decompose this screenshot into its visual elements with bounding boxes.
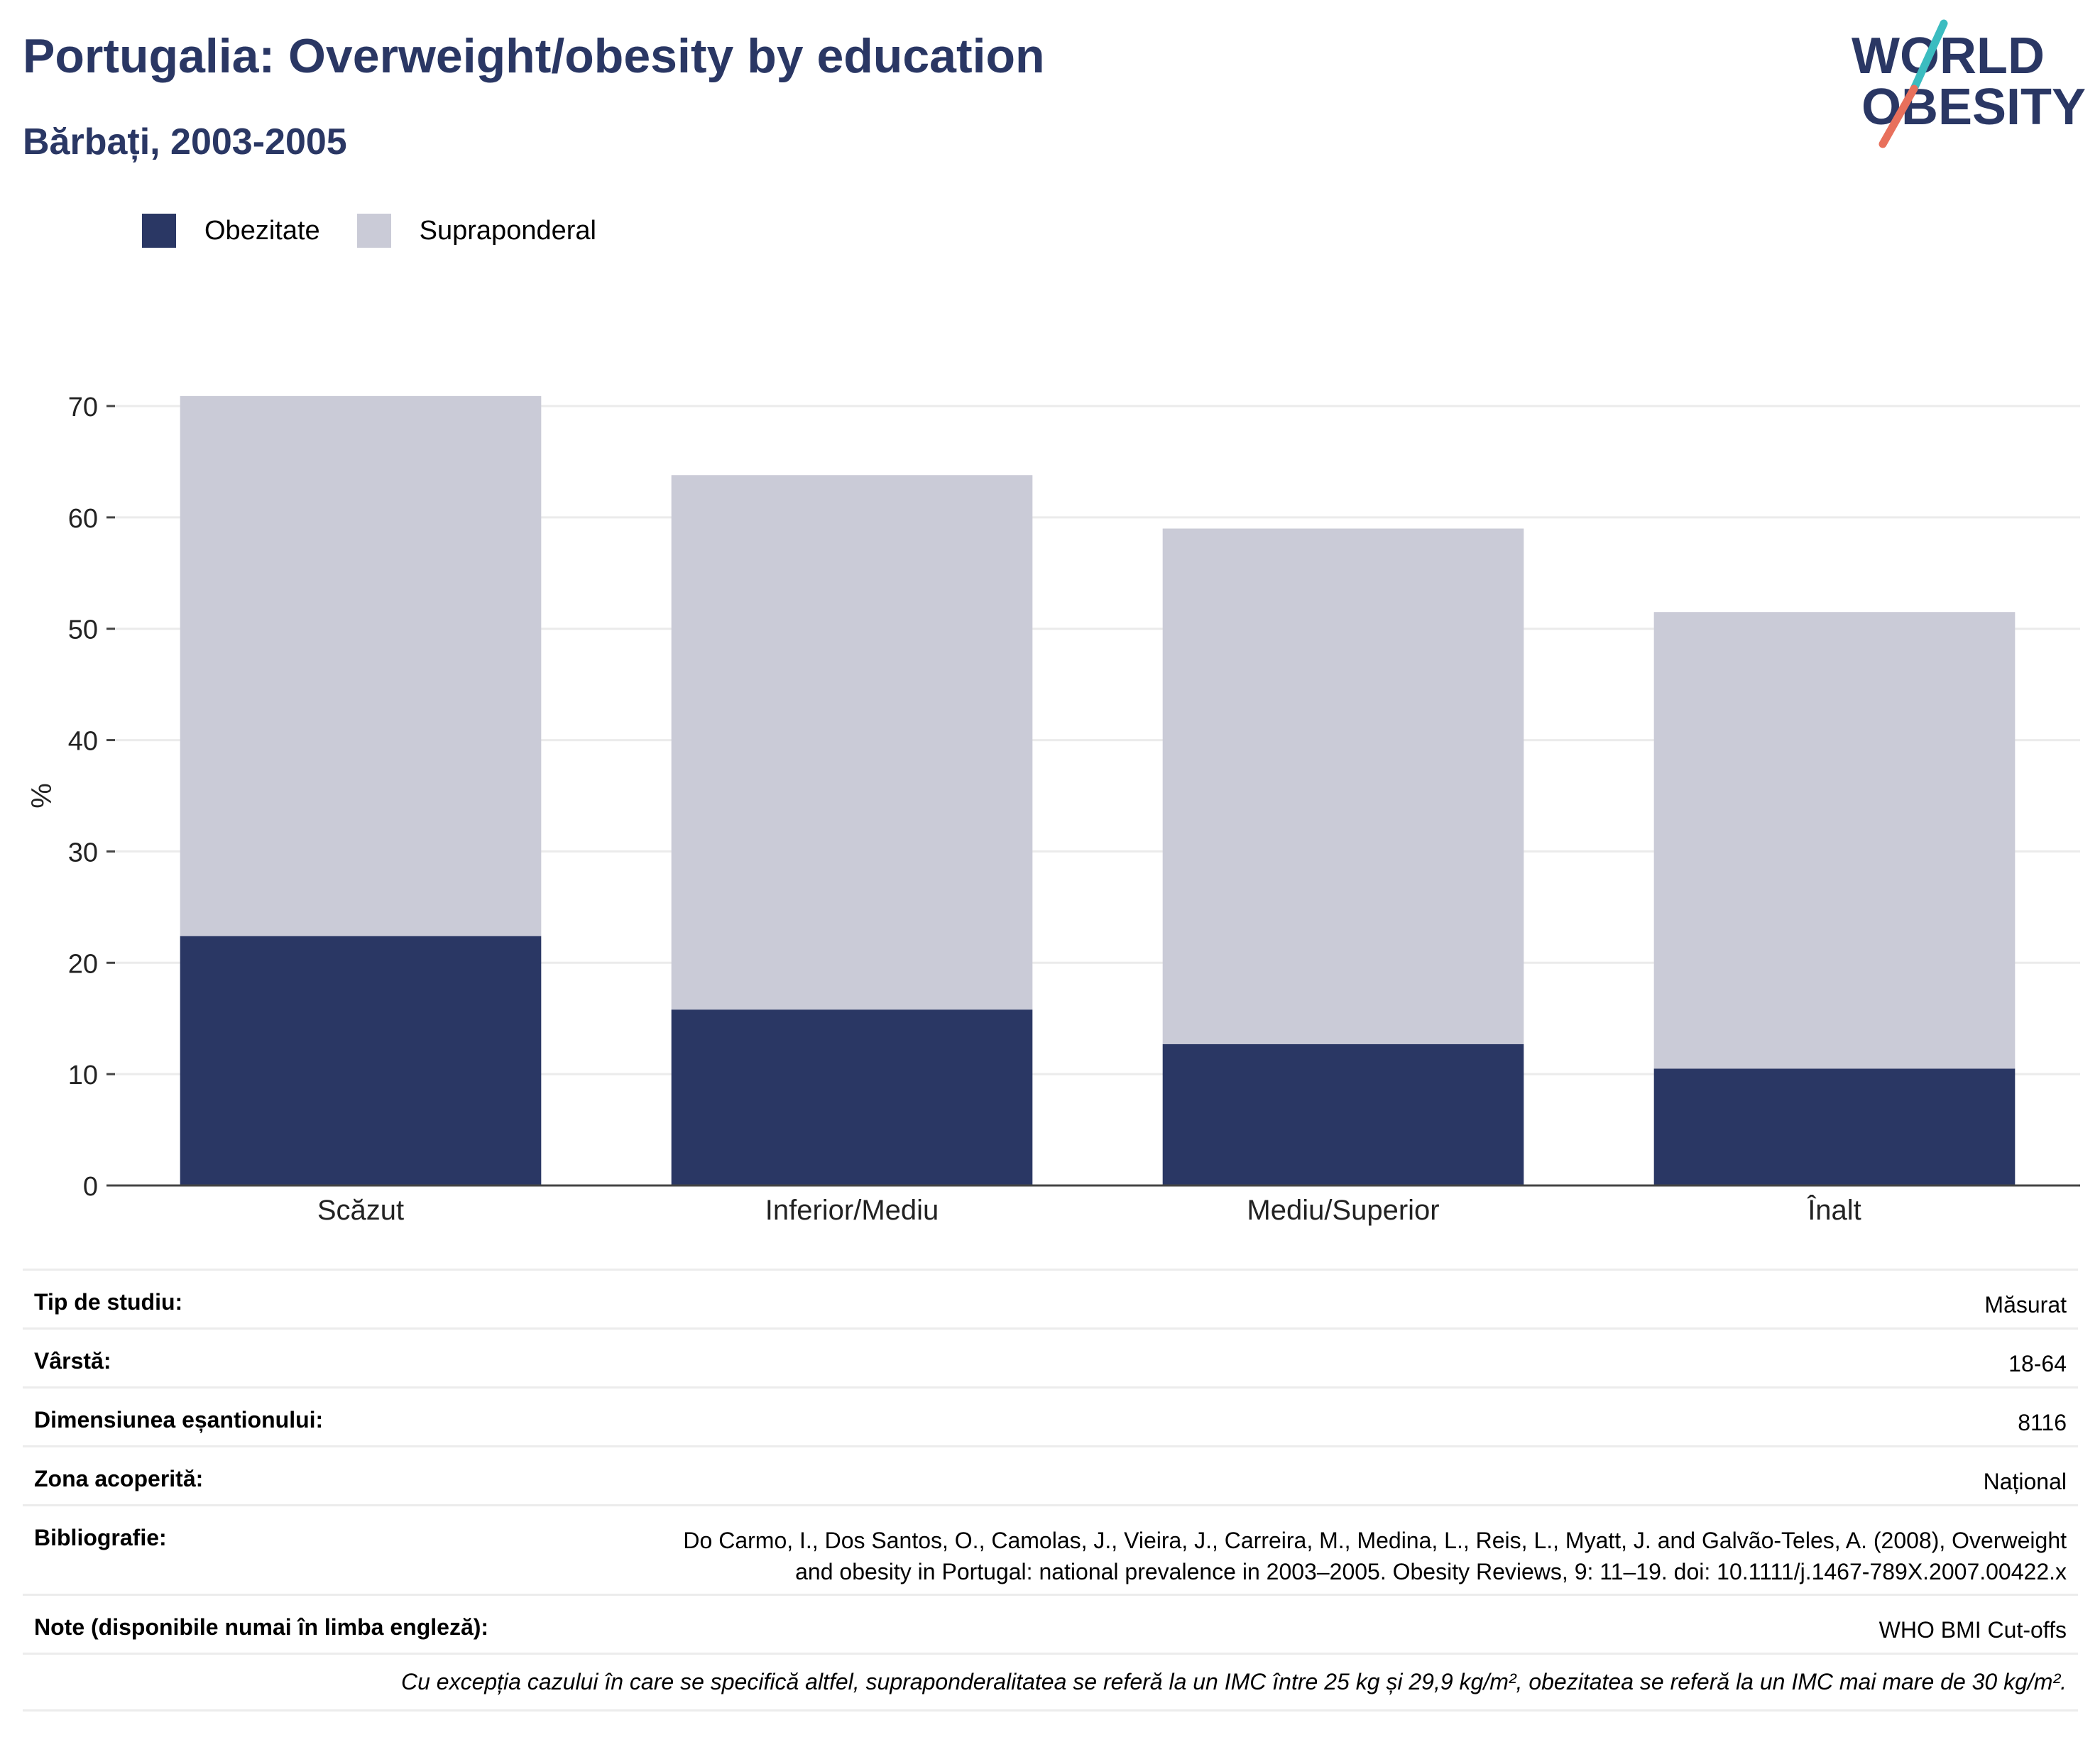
logo-text-world: WORLD	[1852, 28, 2045, 84]
info-value-bibliography: Do Carmo, I., Dos Santos, O., Camolas, J…	[683, 1506, 2067, 1587]
bar-chart: 0 10 20 30 40 50 60 70 Scăzut Inferior/Mediu Medi…	[26, 393, 2080, 1226]
bar-obezitate-2[interactable]	[1162, 1044, 1524, 1185]
chart-legend: Obezitate Supraponderal	[142, 209, 633, 252]
logo-text-obesity: OBESITY	[1861, 79, 2086, 136]
x-axis-ticks: Scăzut Inferior/Mediu Mediu/Superior Înalt	[317, 1194, 1861, 1226]
info-label: Bibliografie:	[34, 1525, 167, 1550]
y-tick-label: 10	[68, 1061, 98, 1090]
bar-supraponderal-1[interactable]	[671, 475, 1033, 1010]
legend-swatch-obezitate	[142, 214, 176, 248]
info-label: Tip de studiu:	[34, 1289, 183, 1315]
info-value: 8116	[2018, 1410, 2067, 1435]
y-axis-ticks: 0 10 20 30 40 50 60 70	[68, 393, 115, 1202]
y-tick-label: 70	[68, 393, 98, 422]
bar-obezitate-1[interactable]	[671, 1009, 1033, 1185]
x-tick-label: Inferior/Mediu	[765, 1195, 939, 1226]
info-row-study-type: Tip de studiu: Măsurat	[23, 1269, 2078, 1327]
bar-obezitate-0[interactable]	[180, 936, 542, 1185]
bibliography-line: Do Carmo, I., Dos Santos, O., Camolas, J…	[683, 1528, 2067, 1553]
logo-slash-teal	[1910, 19, 1948, 93]
info-row-sample-size: Dimensiunea eșantionului: 8116	[23, 1386, 2078, 1445]
bar-obezitate-3[interactable]	[1653, 1068, 2016, 1185]
y-tick-label: 50	[68, 615, 98, 645]
y-tick-label: 20	[68, 949, 98, 979]
bibliography-line: and obesity in Portugal: national preval…	[795, 1559, 2067, 1584]
bar-supraponderal-2[interactable]	[1162, 528, 1524, 1044]
bar-supraponderal-3[interactable]	[1653, 612, 2016, 1069]
info-value: Măsurat	[1984, 1292, 2067, 1318]
page-title: Portugalia: Overweight/obesity by educat…	[23, 29, 1045, 83]
definition-note: Cu excepția cazului în care se specifică…	[23, 1653, 2078, 1712]
y-tick-label: 40	[68, 727, 98, 757]
info-label: Zona acoperită:	[34, 1466, 204, 1491]
x-tick-label: Înalt	[1807, 1194, 1861, 1226]
y-tick-label: 0	[83, 1172, 98, 1202]
info-value: WHO BMI Cut-offs	[1878, 1617, 2067, 1643]
y-tick-label: 30	[68, 838, 98, 867]
info-value: Național	[1983, 1469, 2067, 1494]
bar-supraponderal-0[interactable]	[180, 395, 542, 936]
x-tick-label: Mediu/Superior	[1247, 1195, 1439, 1226]
legend-label-obezitate: Obezitate	[204, 215, 320, 246]
info-label: Note (disponibile numai în limba engleză…	[34, 1614, 489, 1640]
info-value: 18-64	[2008, 1351, 2067, 1376]
info-row-notes: Note (disponibile numai în limba engleză…	[23, 1594, 2078, 1653]
info-row-area-covered: Zona acoperită: Național	[23, 1445, 2078, 1504]
legend-item-supraponderal[interactable]: Supraponderal	[356, 214, 596, 248]
study-info-table: Tip de studiu: Măsurat Vârstă: 18-64 Dim…	[23, 1269, 2078, 1712]
y-tick-label: 60	[68, 504, 98, 534]
y-axis-label: %	[26, 783, 58, 809]
world-obesity-logo: WORLD OBESITY	[1852, 19, 2086, 148]
info-row-age: Vârstă: 18-64	[23, 1327, 2078, 1386]
x-tick-label: Scăzut	[317, 1195, 404, 1226]
info-label: Dimensiunea eșantionului:	[34, 1407, 324, 1433]
legend-swatch-supraponderal	[356, 214, 391, 248]
logo-slash-coral	[1878, 84, 1918, 148]
info-label: Vârstă:	[34, 1348, 111, 1374]
legend-label-supraponderal: Supraponderal	[419, 215, 596, 246]
page-subtitle: Bărbați, 2003-2005	[23, 121, 347, 163]
legend-item-obezitate[interactable]: Obezitate	[142, 214, 320, 248]
chart-bars	[180, 395, 2016, 1185]
info-row-bibliography: Bibliografie: Do Carmo, I., Dos Santos, …	[23, 1504, 2078, 1594]
